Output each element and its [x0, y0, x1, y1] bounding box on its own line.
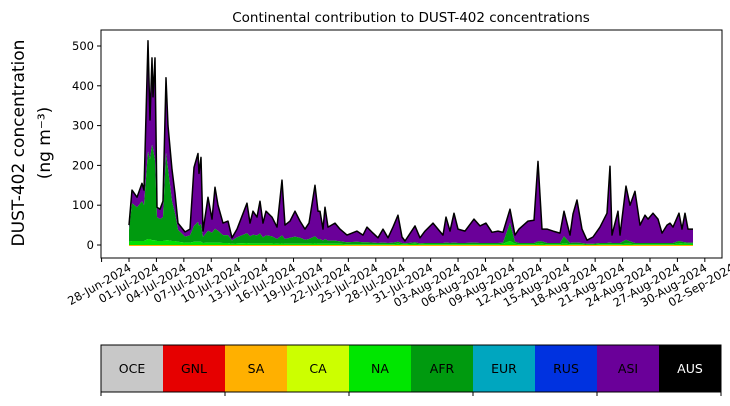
- colorbar-swatch-NA: [349, 345, 411, 392]
- y-tick-label: 300: [72, 119, 94, 133]
- colorbar-swatch-CA: [287, 345, 349, 392]
- colorbar-label: AFR: [430, 361, 455, 376]
- colorbar-frame: [100, 344, 722, 393]
- colorbar-label: EUR: [491, 361, 517, 376]
- colorbar-label: RUS: [553, 361, 579, 376]
- colorbar-label: GNL: [181, 361, 207, 376]
- colorbar-swatch-RUS: [535, 345, 597, 392]
- colorbar-swatch-OCE: [101, 345, 163, 392]
- colorbar-label: SA: [248, 361, 265, 376]
- x-axis: 28-Jun-202401-Jul-202404-Jul-202407-Jul-…: [65, 258, 730, 310]
- continent-colorbar: OCE GNL SA CA NA AFR EUR RUS ASI AUS: [100, 344, 722, 396]
- plot-area: [128, 40, 693, 246]
- area-ASI: [129, 40, 693, 244]
- chart-title: Continental contribution to DUST-402 con…: [232, 10, 590, 26]
- colorbar-swatch-ASI: [597, 345, 659, 392]
- y-axis-label: DUST-402 concentration: [9, 40, 29, 247]
- colorbar-label: AUS: [677, 361, 703, 376]
- axes-frame: [100, 29, 723, 259]
- y-tick-label: 400: [72, 79, 94, 93]
- colorbar-swatch-SA: [225, 345, 287, 392]
- y-axis: 0 100 200 300 400 500: [72, 39, 101, 252]
- y-tick-label: 200: [72, 158, 94, 172]
- colorbar-label: ASI: [618, 361, 638, 376]
- y-tick-label: 0: [87, 238, 94, 252]
- colorbar-swatch-AUS: [659, 345, 721, 392]
- total-line: [128, 40, 693, 242]
- colorbar-label: CA: [309, 361, 327, 376]
- y-tick-label: 100: [72, 198, 94, 212]
- y-axis-unit-label: (ng m⁻³): [35, 107, 55, 180]
- colorbar-label: OCE: [119, 361, 146, 376]
- colorbar-swatch-AFR: [411, 345, 473, 392]
- colorbar-swatch-GNL: [163, 345, 225, 392]
- colorbar-label: NA: [371, 361, 389, 376]
- area-NA: [129, 239, 693, 245]
- y-tick-label: 500: [72, 39, 94, 53]
- colorbar-swatch-EUR: [473, 345, 535, 392]
